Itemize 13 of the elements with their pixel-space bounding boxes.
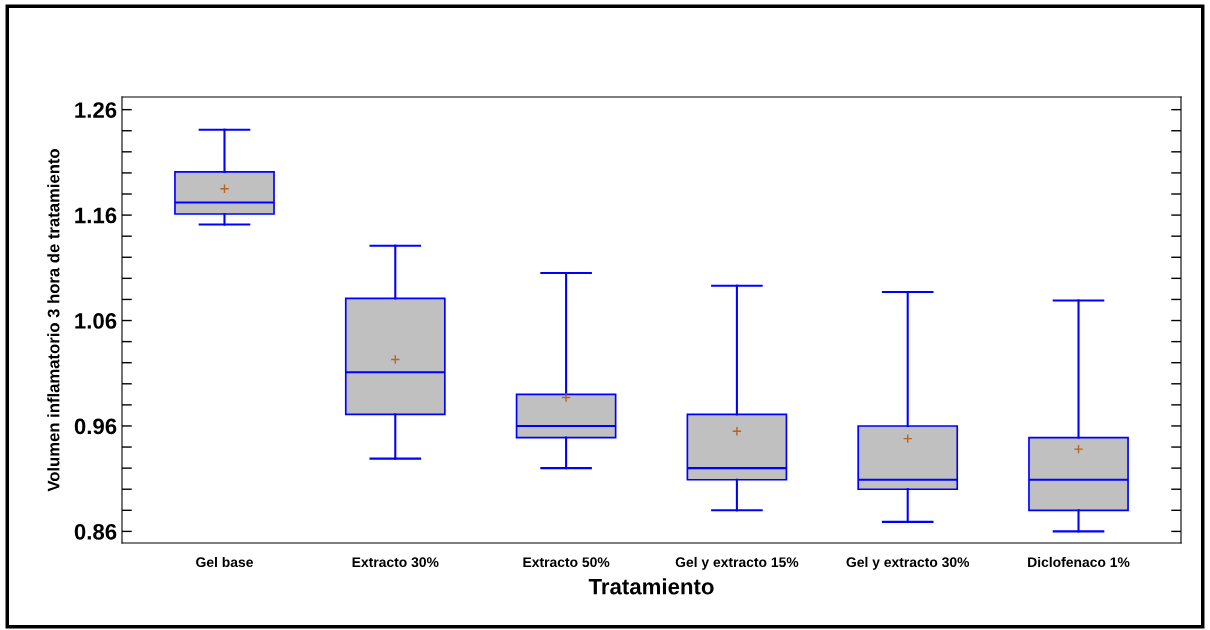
x-tick-label: Gel base [196,556,253,568]
x-tick-label: Gel y extracto 30% [846,556,970,570]
y-tick-label: 0.86 [74,523,117,540]
y-tick-label: 0.96 [74,418,117,435]
x-tick-label: Diclofenaco 1% [1028,556,1130,568]
x-axis-title: Tratamiento [588,578,714,595]
x-tick-label: Extracto 30% [352,557,439,568]
y-tick-label: 1.06 [75,313,117,329]
x-tick-label: Gel y extracto 15% [675,556,799,570]
y-tick-label: 1.16 [75,207,117,224]
y-tick-label: 1.26 [75,102,117,118]
y-axis-title: Volumen inflamatorio 3 hora de tratamiento [47,149,60,492]
x-tick-label: Extracto 50% [523,557,610,568]
